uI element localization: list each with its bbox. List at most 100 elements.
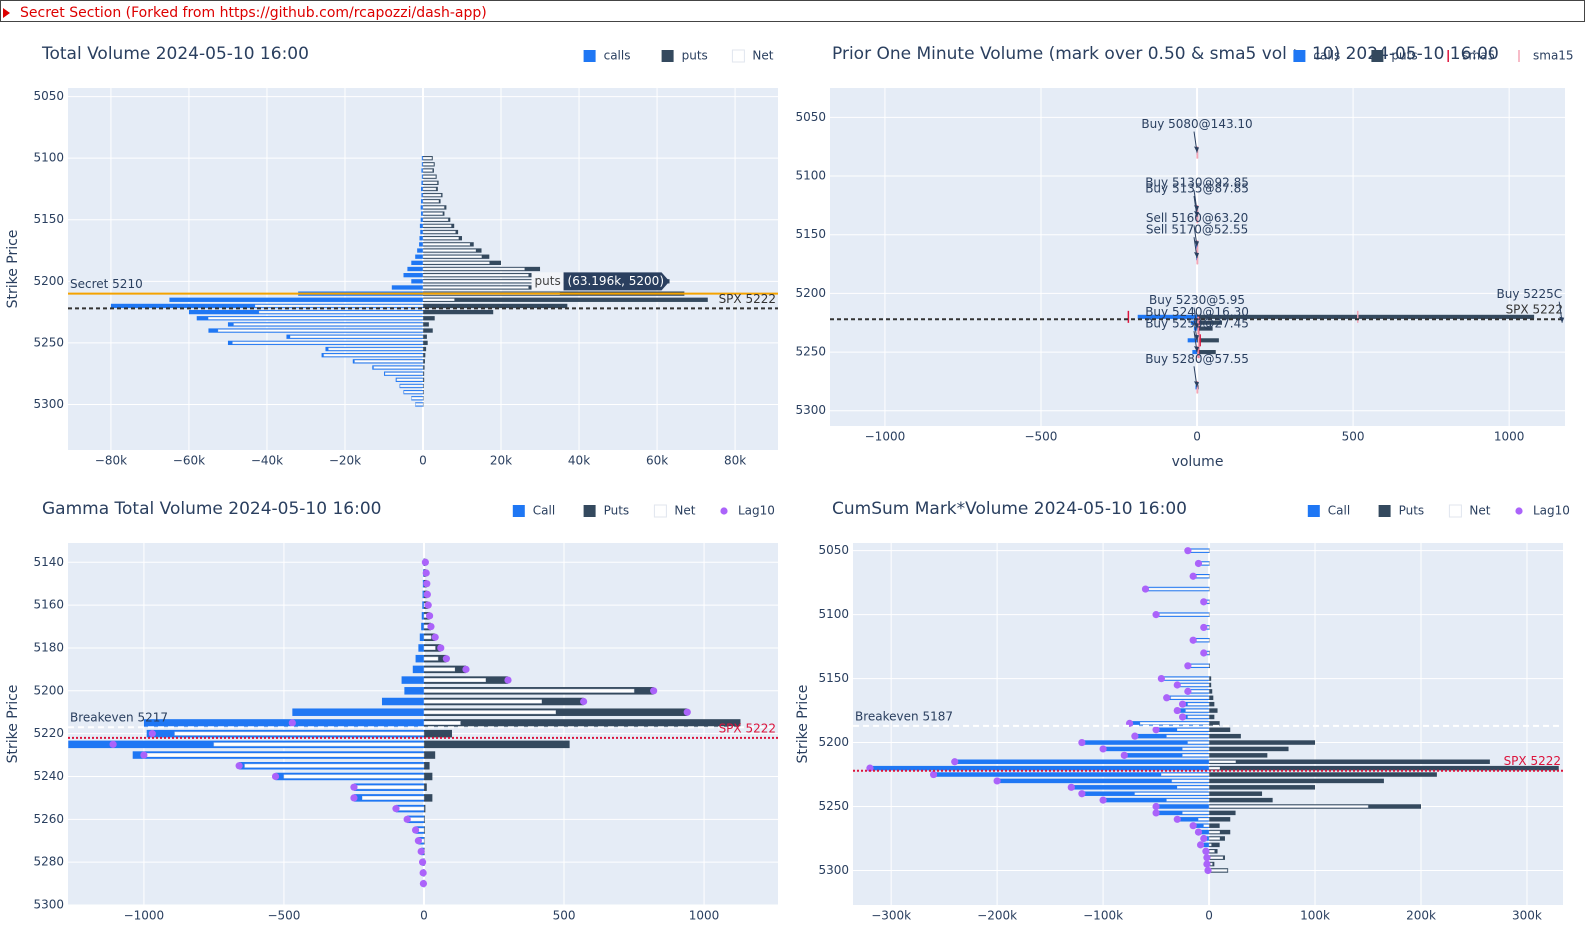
bar: [412, 665, 424, 674]
bar: [423, 309, 494, 315]
marker: [1200, 649, 1208, 657]
bar: [415, 654, 424, 663]
marker: [1184, 547, 1192, 555]
marker: [929, 770, 938, 779]
bar: [1192, 350, 1198, 355]
marker: [1202, 847, 1210, 855]
y-tick-label: 5200: [795, 286, 826, 300]
bar: [1209, 797, 1273, 803]
bar: [1209, 791, 1263, 796]
bar: [423, 365, 425, 370]
marker: [419, 869, 427, 877]
legend-label: Puts: [1399, 504, 1425, 518]
bar: [421, 156, 423, 161]
bar: [1209, 753, 1268, 758]
header-title[interactable]: Secret Section (Forked from https://gith…: [20, 5, 487, 21]
y-axis-title: Strike Price: [795, 685, 811, 764]
marker: [1163, 694, 1171, 702]
bar: [233, 323, 424, 326]
y-tick-label: 5100: [795, 169, 826, 183]
bar: [423, 710, 556, 715]
legend-marker: [1293, 50, 1306, 62]
bar: [423, 371, 425, 376]
bar: [423, 729, 452, 738]
marker: [350, 794, 358, 802]
annotation-arrowhead: [1194, 381, 1200, 388]
bar: [1200, 842, 1210, 848]
y-tick-label: 5300: [33, 898, 64, 912]
reference-label: SPX 5222: [1506, 303, 1563, 317]
annotation-text: Buy 5230@5.95: [1149, 293, 1245, 307]
marker: [1157, 674, 1165, 683]
bar: [1179, 683, 1210, 687]
legend-marker: [583, 50, 596, 62]
annotation-text: Buy 5280@57.55: [1145, 352, 1249, 366]
marker: [419, 879, 428, 888]
bar: [1209, 785, 1316, 790]
annotation-arrowhead: [1194, 252, 1200, 259]
bar: [423, 815, 425, 824]
annotation-arrowhead: [1559, 316, 1565, 323]
x-tick-label: −500: [1024, 430, 1057, 444]
marker: [425, 612, 434, 620]
x-tick-label: 0: [1193, 430, 1201, 444]
bar: [954, 759, 1210, 764]
bar: [290, 335, 424, 338]
bar: [1182, 747, 1210, 751]
marker: [1203, 854, 1211, 862]
reference-label: SPX 5222: [1504, 754, 1561, 768]
bar: [422, 193, 442, 197]
bar: [1209, 695, 1214, 701]
bar: [1166, 798, 1210, 802]
bar: [411, 397, 424, 400]
bar: [422, 249, 476, 252]
legend-label: Call: [533, 504, 555, 518]
marker: [993, 777, 1001, 785]
marker: [1194, 559, 1203, 568]
bar: [169, 297, 423, 302]
x-tick-label: −100k: [1083, 909, 1123, 923]
bar: [422, 206, 445, 209]
bar: [1197, 320, 1222, 325]
annotation-text: Buy 5225C: [1497, 287, 1563, 301]
bar: [401, 676, 424, 684]
bar: [422, 601, 424, 609]
marker: [1200, 598, 1208, 606]
chart-panel: Gamma Total Volume 2024-05-10 16:00 −1000…: [0, 485, 790, 930]
marker: [1067, 783, 1075, 791]
bar: [1195, 385, 1198, 390]
bar: [423, 328, 433, 333]
bar: [421, 168, 423, 173]
bar: [418, 644, 424, 652]
marker: [1189, 636, 1197, 644]
bar: [1170, 696, 1210, 700]
bar: [258, 310, 424, 314]
marker: [504, 676, 512, 684]
y-tick-label: 5200: [818, 735, 849, 749]
marker: [1200, 834, 1208, 843]
y-tick-label: 5220: [33, 726, 64, 740]
bar: [1177, 786, 1210, 789]
bar: [1198, 818, 1210, 821]
bar: [1103, 746, 1210, 752]
bar: [422, 187, 437, 191]
annotation-arrowhead: [1194, 211, 1200, 218]
bar: [354, 360, 424, 363]
bar: [283, 774, 425, 779]
marker: [1184, 687, 1192, 695]
marker: [1189, 572, 1197, 580]
reference-label: Breakeven 5217: [70, 711, 168, 725]
x-tick-label: 60k: [646, 454, 668, 468]
bar: [1209, 810, 1236, 816]
bar: [400, 384, 424, 388]
marker: [1078, 790, 1086, 798]
bar: [143, 753, 425, 757]
collapse-arrow[interactable]: [3, 8, 10, 18]
bar: [1103, 797, 1210, 803]
marker: [1120, 751, 1128, 759]
y-tick-label: 5050: [795, 110, 826, 124]
bar: [422, 169, 433, 172]
marker: [1184, 662, 1192, 670]
bar: [1209, 650, 1210, 656]
bar: [423, 646, 436, 650]
